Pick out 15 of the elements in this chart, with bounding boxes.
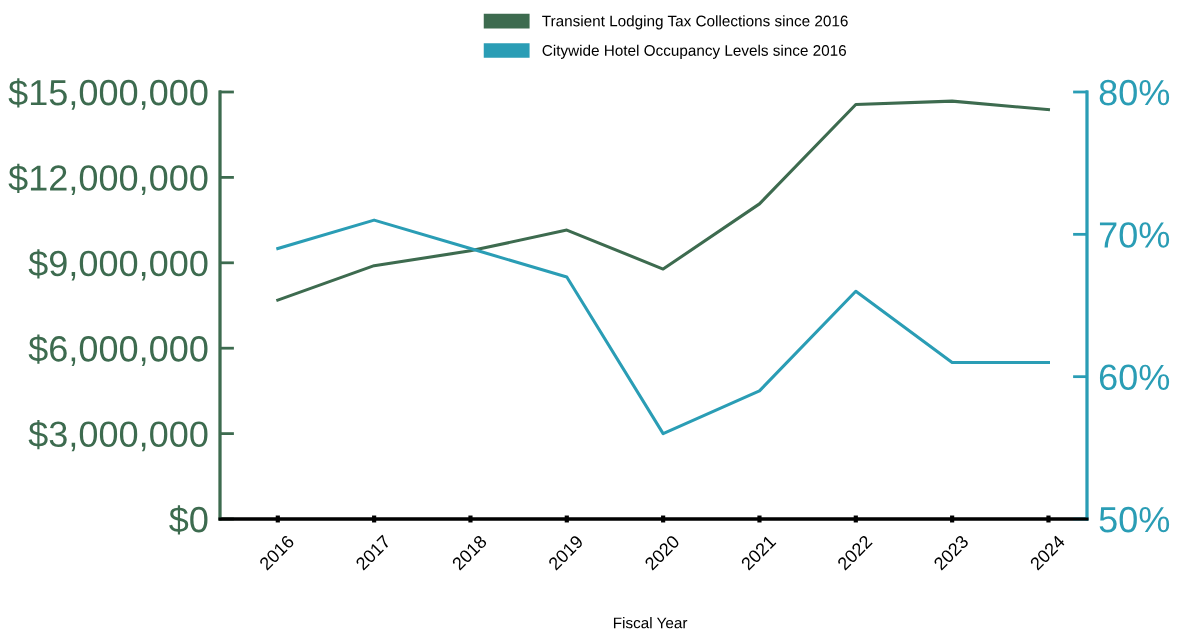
y2-tick-label: 80% [1099,79,1170,106]
x-axis-title: Fiscal Year [613,617,688,629]
line-series [276,218,1050,436]
y-tick-label: $3,000,000 [28,419,208,452]
y2-tick-label: 50% [1099,506,1170,533]
line-series [276,99,1050,302]
y-tick-label: $6,000,000 [28,334,208,366]
y-tick-label: $12,000,000 [8,163,208,196]
legend-label: Citywide Hotel Occupancy Levels since 2016 [542,44,846,59]
legend-label: Transient Lodging Tax Collections since 2016 [542,15,848,30]
y-tick-label: $15,000,000 [8,78,208,110]
y-tick-label: $9,000,000 [28,249,208,281]
y2-tick-label: 60% [1099,364,1170,391]
y-tick-label: $0 [169,505,208,535]
y2-tick-label: 70% [1099,222,1170,248]
